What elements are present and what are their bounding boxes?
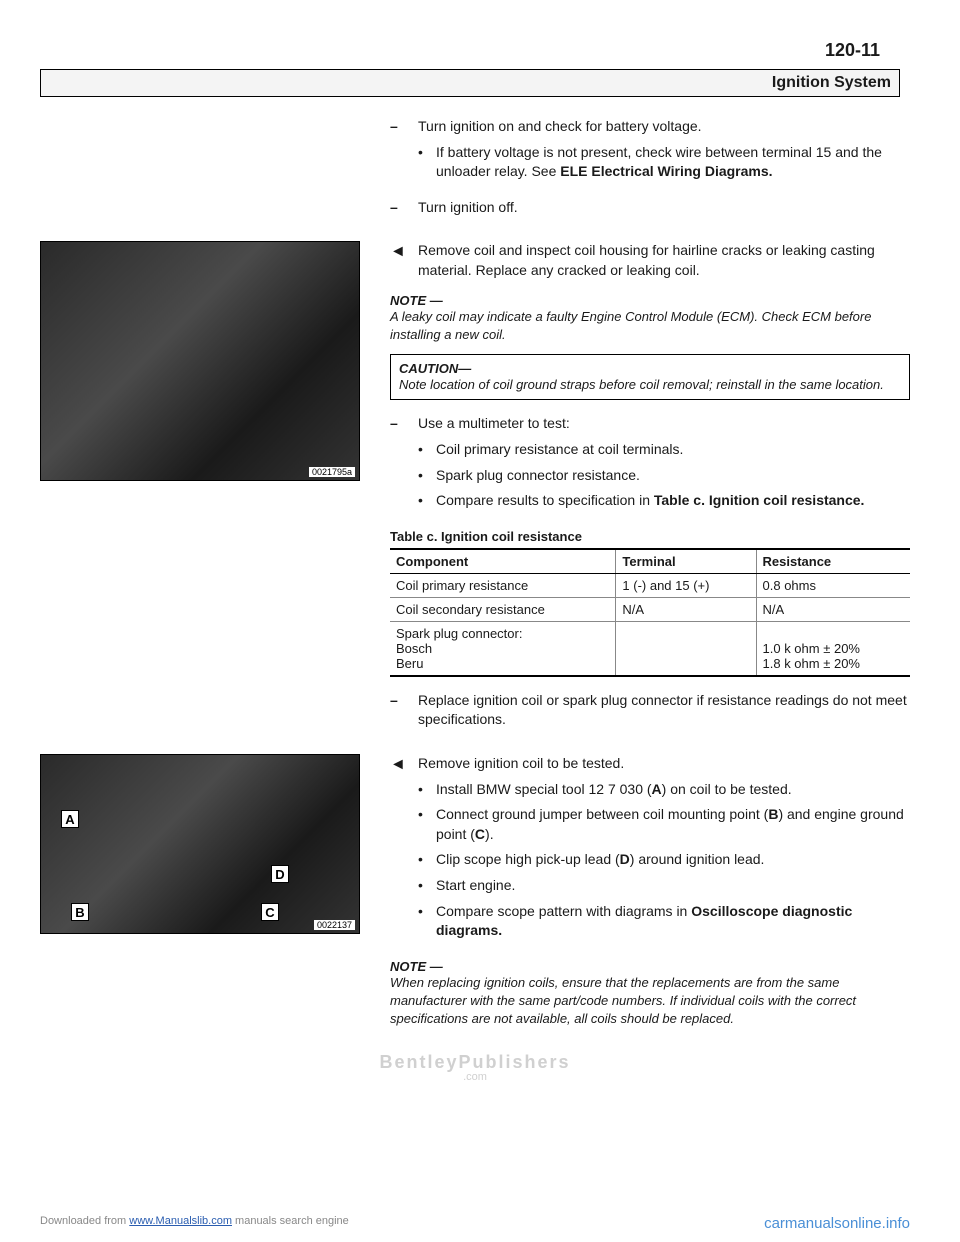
text: Start engine. — [436, 876, 910, 896]
bullet: •Compare scope pattern with diagrams in … — [418, 902, 910, 941]
caution-body: Note location of coil ground straps befo… — [399, 376, 901, 394]
col-header: Resistance — [756, 549, 910, 574]
bullet: •Compare results to specification in Tab… — [418, 491, 910, 511]
caution-box: CAUTION— Note location of coil ground st… — [390, 354, 910, 401]
note-heading: NOTE — — [390, 293, 910, 308]
cell: Spark plug connector: Bosch Beru — [390, 621, 616, 676]
cell: Coil primary resistance — [390, 573, 616, 597]
text: Clip scope high pick-up lead ( — [436, 851, 620, 867]
cell: 1 (-) and 15 (+) — [616, 573, 756, 597]
bullet: •Start engine. — [418, 876, 910, 896]
procedure-step-arrow: ◄ Remove coil and inspect coil housing f… — [390, 241, 910, 280]
photo-ref: 0021795a — [309, 467, 355, 477]
procedure-step: – Turn ignition off. — [390, 198, 910, 218]
bullet: •Clip scope high pick-up lead (D) around… — [418, 850, 910, 870]
bullet: •Spark plug connector resistance. — [418, 466, 910, 486]
photo-marker-d: D — [271, 865, 289, 883]
bold-ref: B — [768, 806, 778, 822]
text: Coil primary resistance at coil terminal… — [436, 440, 910, 460]
step-text: Remove coil and inspect coil housing for… — [418, 241, 910, 280]
resistance-table: Component Terminal Resistance Coil prima… — [390, 548, 910, 677]
note-body: When replacing ignition coils, ensure th… — [390, 974, 910, 1029]
col-header: Terminal — [616, 549, 756, 574]
instruction-photo-2: A B C D 0022137 — [40, 754, 360, 934]
cell: N/A — [756, 597, 910, 621]
text: ). — [485, 826, 494, 842]
instruction-photo-1: 0021795a — [40, 241, 360, 481]
bold-ref: D — [620, 851, 630, 867]
text: Install BMW special tool 12 7 030 ( — [436, 781, 652, 797]
cell: 0.8 ohms — [756, 573, 910, 597]
bold-ref: C — [475, 826, 485, 842]
caution-heading: CAUTION— — [399, 361, 901, 376]
footer-text: Downloaded from — [40, 1215, 129, 1227]
photo-marker-a: A — [61, 810, 79, 828]
footer-text: manuals search engine — [232, 1215, 349, 1227]
footer-link[interactable]: www.Manualslib.com — [129, 1215, 232, 1227]
procedure-step: – Replace ignition coil or spark plug co… — [390, 691, 910, 730]
photo-marker-b: B — [71, 903, 89, 921]
photo-marker-c: C — [261, 903, 279, 921]
text: ) on coil to be tested. — [662, 781, 792, 797]
bullet: •Connect ground jumper between coil moun… — [418, 805, 910, 844]
note-body: A leaky coil may indicate a faulty Engin… — [390, 308, 910, 344]
step-text: Use a multimeter to test: — [418, 415, 570, 431]
text: Compare scope pattern with diagrams in — [436, 903, 691, 919]
cell: N/A — [616, 597, 756, 621]
publisher-watermark-sub: .com — [40, 1071, 910, 1083]
bullet: • If battery voltage is not present, che… — [418, 143, 910, 182]
text: ) around ignition lead. — [630, 851, 765, 867]
table-title: Table c. Ignition coil resistance — [390, 529, 910, 544]
col-header: Component — [390, 549, 616, 574]
note-heading: NOTE — — [390, 959, 910, 974]
cell: 1.0 k ohm ± 20% 1.8 k ohm ± 20% — [756, 621, 910, 676]
cell: Coil secondary resistance — [390, 597, 616, 621]
text: Connect ground jumper between coil mount… — [436, 806, 768, 822]
text: Compare results to specification in — [436, 492, 654, 508]
section-header: Ignition System — [40, 69, 900, 97]
footer-site: carmanualsonline.info — [764, 1215, 910, 1232]
photo-ref: 0022137 — [314, 920, 355, 930]
page-footer: Downloaded from www.Manualslib.com manua… — [40, 1215, 910, 1232]
page-number: 120-11 — [40, 40, 880, 61]
step-text: Replace ignition coil or spark plug conn… — [418, 691, 910, 730]
step-text: Turn ignition off. — [418, 198, 910, 218]
publisher-watermark: BentleyPublishers — [379, 1052, 570, 1072]
cell — [616, 621, 756, 676]
bold-ref: Table c. Ignition coil resistance. — [654, 492, 865, 508]
step-text: Turn ignition on and check for battery v… — [418, 118, 702, 134]
procedure-step: – Turn ignition on and check for battery… — [390, 117, 910, 188]
bullet: •Coil primary resistance at coil termina… — [418, 440, 910, 460]
bullet: •Install BMW special tool 12 7 030 (A) o… — [418, 780, 910, 800]
step-text: Remove ignition coil to be tested. — [418, 755, 624, 771]
procedure-step-arrow: ◄ Remove ignition coil to be tested. •In… — [390, 754, 910, 947]
text: Spark plug connector resistance. — [436, 466, 910, 486]
bold-ref: A — [652, 781, 662, 797]
procedure-step: – Use a multimeter to test: •Coil primar… — [390, 414, 910, 516]
bold-ref: ELE Electrical Wiring Diagrams. — [560, 163, 772, 179]
